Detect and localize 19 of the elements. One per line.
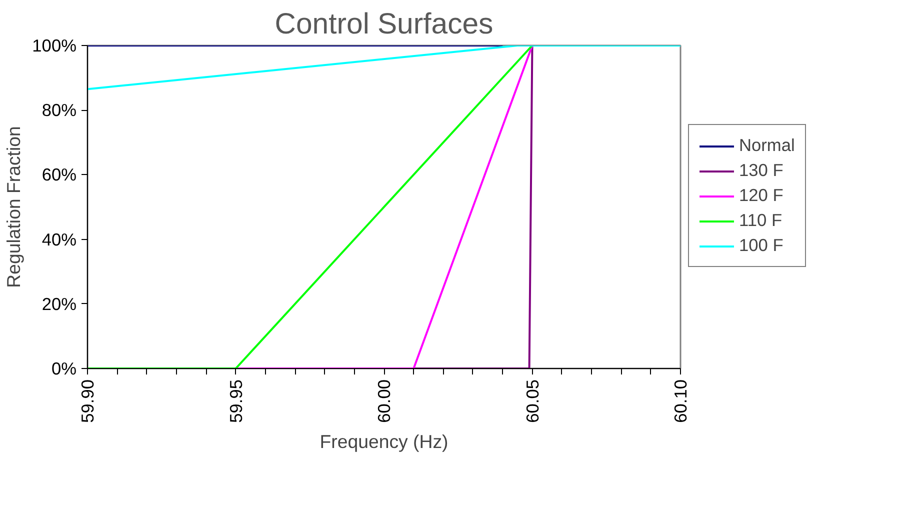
y-tick-label: 80% xyxy=(42,100,77,120)
y-tick-label: 60% xyxy=(42,164,77,185)
chart-title: Control Surfaces xyxy=(274,8,494,40)
x-tick-label: 59.95 xyxy=(226,379,246,423)
legend-label: 130 F xyxy=(739,160,784,181)
legend-label: Normal xyxy=(739,135,795,156)
x-tick-label: 60.00 xyxy=(374,379,394,423)
x-tick-label: 60.05 xyxy=(522,379,542,423)
y-tick-label: 20% xyxy=(42,294,77,314)
legend-label: 100 F xyxy=(739,235,784,256)
y-tick-label: 0% xyxy=(51,358,76,378)
y-tick-label: 40% xyxy=(42,229,77,250)
y-tick-label: 100% xyxy=(32,36,77,56)
x-tick-label: 60.10 xyxy=(670,379,690,423)
y-axis-title: Regulation Fraction xyxy=(3,126,24,288)
legend-label: 110 F xyxy=(739,210,782,231)
legend-label: 120 F xyxy=(739,185,784,206)
x-axis-title: Frequency (Hz) xyxy=(320,430,448,452)
x-tick-label: 59.90 xyxy=(78,379,98,423)
